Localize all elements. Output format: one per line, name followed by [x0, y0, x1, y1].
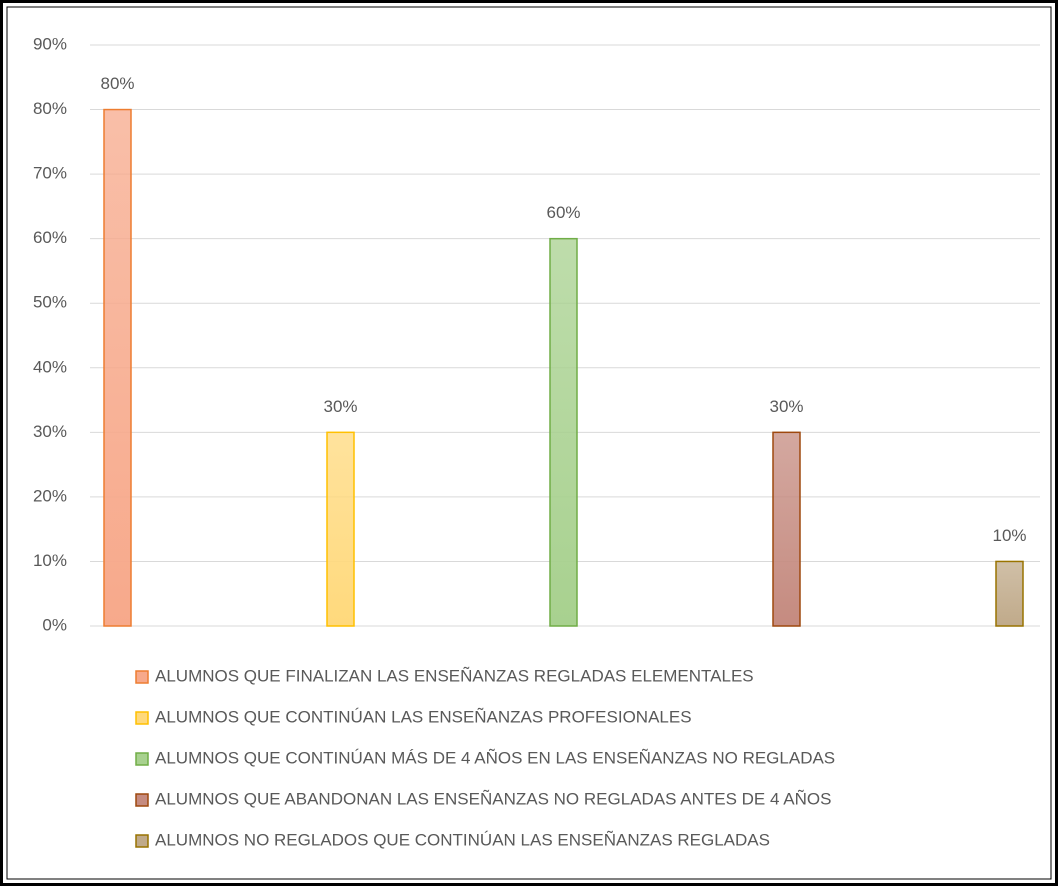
y-tick-label: 10% [33, 551, 67, 570]
legend-label: ALUMNOS QUE ABANDONAN LAS ENSEÑANZAS NO … [155, 789, 831, 808]
legend-swatch [135, 711, 149, 725]
data-label: 80% [100, 74, 134, 93]
legend-swatch [135, 834, 149, 848]
legend-swatch [135, 670, 149, 684]
y-tick-label: 0% [42, 615, 67, 634]
y-tick-label: 40% [33, 357, 67, 376]
bar [103, 108, 132, 627]
legend-swatch [135, 752, 149, 766]
y-tick-label: 90% [33, 34, 67, 53]
bar [549, 237, 578, 627]
data-label: 10% [992, 526, 1026, 545]
y-tick-label: 80% [33, 99, 67, 118]
legend-swatch [135, 793, 149, 807]
y-tick-label: 20% [33, 486, 67, 505]
bar [995, 560, 1024, 627]
data-label: 60% [546, 203, 580, 222]
bar [326, 431, 355, 627]
y-tick-label: 50% [33, 293, 67, 312]
y-tick-label: 60% [33, 228, 67, 247]
legend-label: ALUMNOS NO REGLADOS QUE CONTINÚAN LAS EN… [155, 830, 770, 849]
y-tick-label: 30% [33, 422, 67, 441]
data-label: 30% [323, 397, 357, 416]
data-label: 30% [769, 397, 803, 416]
legend-label: ALUMNOS QUE CONTINÚAN MÁS DE 4 AÑOS EN L… [155, 748, 835, 767]
y-tick-label: 70% [33, 164, 67, 183]
bar [772, 431, 801, 627]
legend-label: ALUMNOS QUE FINALIZAN LAS ENSEÑANZAS REG… [155, 666, 754, 685]
inner-border [6, 6, 1052, 880]
legend-label: ALUMNOS QUE CONTINÚAN LAS ENSEÑANZAS PRO… [155, 707, 692, 726]
